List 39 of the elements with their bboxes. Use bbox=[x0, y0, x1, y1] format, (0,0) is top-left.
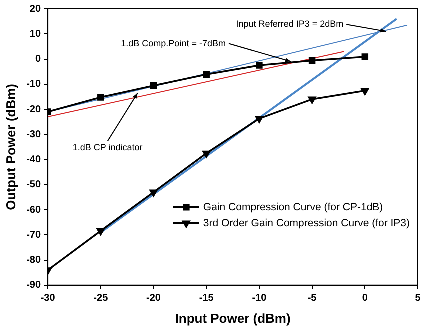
legend-label: Gain Compression Curve (for CP-1dB) bbox=[203, 201, 384, 214]
point bbox=[308, 96, 316, 104]
x-tick-label: 5 bbox=[415, 293, 422, 304]
point bbox=[96, 228, 105, 236]
y-axis-title: Output Power (dBm) bbox=[3, 84, 18, 210]
y-tick-label: -80 bbox=[26, 255, 42, 266]
point bbox=[150, 190, 158, 197]
y-tick-label: -60 bbox=[26, 204, 42, 216]
annotation: 1.dB CP indicator bbox=[72, 142, 143, 153]
y-tick-label: -50 bbox=[26, 180, 42, 191]
point bbox=[362, 54, 369, 60]
y-tick-label: -40 bbox=[26, 154, 42, 166]
x-tick-label: 0 bbox=[362, 293, 368, 304]
x-tick-label: -5 bbox=[308, 293, 318, 304]
x-axis-title: Input Power (dBm) bbox=[175, 310, 291, 326]
y-tick-label: -30 bbox=[26, 129, 42, 140]
point bbox=[98, 94, 104, 101]
y-tick-label: -70 bbox=[26, 230, 42, 241]
annotation: Input Referred IP3 = 2dBm bbox=[236, 19, 344, 30]
y-tick-label: -10 bbox=[26, 79, 42, 90]
x-tick-label: -10 bbox=[252, 293, 268, 304]
point bbox=[361, 88, 370, 96]
point bbox=[203, 71, 210, 78]
point bbox=[256, 62, 263, 69]
x-tick-label: -25 bbox=[94, 293, 109, 304]
x-tick-label: -20 bbox=[146, 293, 162, 304]
y-tick-label: 10 bbox=[30, 28, 42, 40]
y-tick-label: -90 bbox=[26, 280, 42, 292]
y-tick-label: 20 bbox=[30, 4, 42, 15]
x-tick-label: -30 bbox=[40, 293, 56, 304]
y-tick-label: 0 bbox=[35, 54, 42, 66]
legend-label: 3rd Order Gain Compression Curve (for IP3) bbox=[203, 217, 410, 230]
point bbox=[308, 57, 316, 64]
x-tick-label: -15 bbox=[199, 293, 214, 304]
point bbox=[256, 116, 264, 124]
annotation: 1.dB Comp.Point = -7dBm bbox=[121, 38, 226, 48]
point bbox=[202, 150, 211, 158]
point bbox=[150, 82, 158, 90]
y-tick-label: -20 bbox=[26, 104, 42, 116]
